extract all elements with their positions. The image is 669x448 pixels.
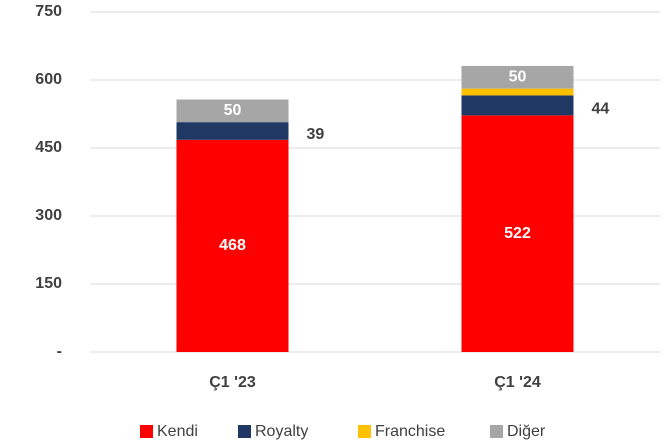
bar-segment <box>176 139 289 352</box>
data-label: 468 <box>219 237 246 254</box>
y-tick-label: 750 <box>35 3 62 20</box>
data-label: 50 <box>224 102 242 119</box>
bar-segment <box>176 99 289 123</box>
data-label: 44 <box>592 101 610 118</box>
legend-label: Diğer <box>507 423 546 440</box>
bar-segment <box>461 65 574 89</box>
legend-swatch <box>140 425 153 438</box>
data-label: 39 <box>307 126 325 143</box>
legend-label: Kendi <box>157 423 198 440</box>
y-tick-label: - <box>57 343 62 360</box>
legend-label: Royalty <box>255 423 308 440</box>
y-tick-label: 150 <box>35 275 62 292</box>
bar-segment <box>461 95 574 116</box>
x-tick-label: Ç1 '23 <box>209 374 256 391</box>
legend-swatch <box>238 425 251 438</box>
x-tick-label: Ç1 '24 <box>494 374 541 391</box>
legend-swatch <box>358 425 371 438</box>
y-tick-label: 600 <box>35 71 62 88</box>
bar-segment <box>176 122 289 140</box>
y-tick-label: 300 <box>35 207 62 224</box>
data-label: 522 <box>504 225 531 242</box>
legend-label: Franchise <box>375 423 445 440</box>
data-label: 50 <box>509 68 527 85</box>
legend-swatch <box>490 425 503 438</box>
bar-segment <box>461 88 574 96</box>
bar-segment <box>461 115 574 352</box>
y-tick-label: 450 <box>35 139 62 156</box>
